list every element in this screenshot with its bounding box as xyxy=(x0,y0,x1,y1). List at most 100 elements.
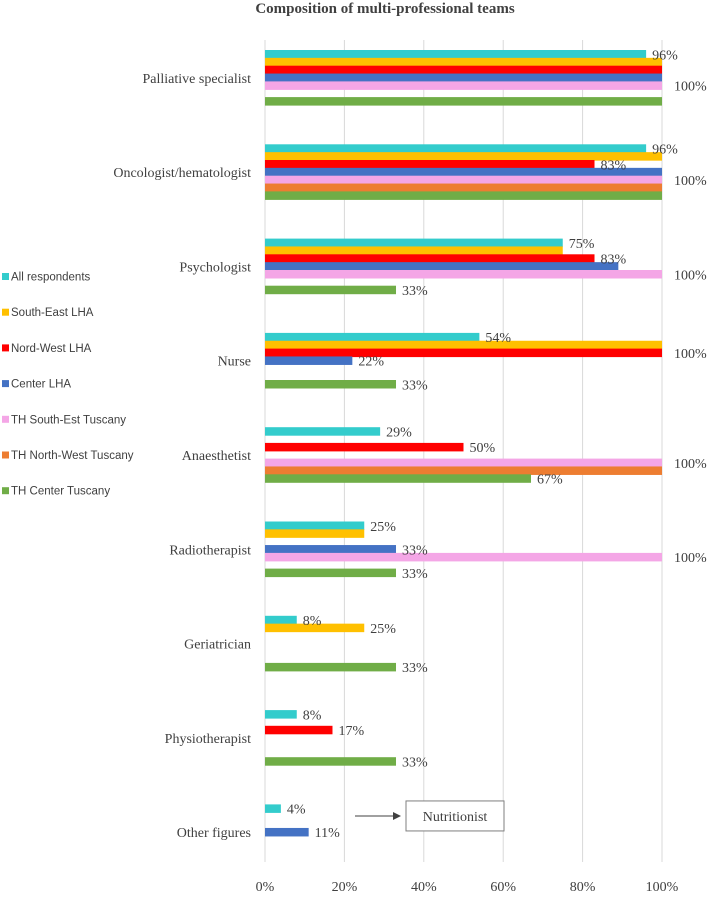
bar xyxy=(265,246,563,255)
data-label: 83% xyxy=(601,253,627,268)
legend-swatch xyxy=(2,451,9,459)
data-label: 4% xyxy=(287,803,306,818)
annotation: Nutritionist xyxy=(355,800,505,832)
bar xyxy=(265,710,297,719)
data-label: 83% xyxy=(601,158,627,173)
bar xyxy=(265,474,531,483)
bar xyxy=(265,725,333,735)
x-tick-label: 100% xyxy=(646,880,679,895)
data-label: 25% xyxy=(370,520,396,535)
bar xyxy=(265,183,662,193)
data-label: 100% xyxy=(674,347,707,362)
data-label: 100% xyxy=(674,80,707,95)
bar xyxy=(265,262,619,271)
data-label: 100% xyxy=(674,268,707,283)
annotation-box xyxy=(405,800,505,832)
data-label: 8% xyxy=(303,614,322,629)
bar xyxy=(265,97,662,106)
legend-label: South-East LHA xyxy=(11,307,94,319)
x-tick-label: 0% xyxy=(256,880,275,895)
bar xyxy=(265,270,662,279)
data-label: 11% xyxy=(315,826,340,841)
bar xyxy=(265,254,595,263)
legend-swatch xyxy=(2,415,9,423)
data-label: 29% xyxy=(386,425,412,440)
data-label: 33% xyxy=(402,661,428,676)
bar xyxy=(265,144,647,153)
category-label: Other figures xyxy=(177,826,251,841)
bar xyxy=(265,568,397,578)
data-label: 96% xyxy=(652,48,678,63)
data-label: 100% xyxy=(674,551,707,566)
data-label: 100% xyxy=(674,174,707,189)
data-label: 33% xyxy=(402,378,428,393)
bar xyxy=(265,427,381,436)
legend: All respondents South-East LHA Nord-West L… xyxy=(2,272,134,498)
bar xyxy=(265,160,595,169)
bar xyxy=(265,332,480,342)
bar xyxy=(265,827,309,837)
bar xyxy=(265,348,662,358)
bar xyxy=(265,57,662,67)
legend-swatch xyxy=(2,273,9,280)
category-labels: Palliative specialist Oncologist/hematolo… xyxy=(113,72,251,841)
bar xyxy=(265,50,647,59)
bar xyxy=(265,65,662,75)
legend-label: All respondents xyxy=(11,272,91,284)
legend-swatch xyxy=(2,487,9,495)
category-label: Physiotherapist xyxy=(165,732,251,747)
chart-title: Composition of multi-professional teams xyxy=(255,1,514,17)
x-tick-label: 20% xyxy=(332,880,358,895)
x-tick-label: 40% xyxy=(411,880,437,895)
legend-label: TH North-West Tuscany xyxy=(11,450,134,462)
category-label: Psychologist xyxy=(179,260,251,275)
x-tick-label: 60% xyxy=(490,880,516,895)
bar xyxy=(265,757,397,766)
bar xyxy=(265,804,281,813)
bar xyxy=(265,152,662,161)
data-label: 22% xyxy=(358,355,384,370)
bar xyxy=(265,615,297,625)
bar xyxy=(265,466,662,475)
bar xyxy=(265,529,365,538)
data-label: 33% xyxy=(402,284,428,299)
bar xyxy=(265,191,662,200)
bar xyxy=(265,81,662,90)
data-label: 50% xyxy=(470,441,496,456)
data-label: 67% xyxy=(537,473,563,488)
data-label: 100% xyxy=(674,457,707,472)
bar xyxy=(265,623,365,633)
data-labels: 96% 100% 96% 83% 100% 75% 83% 100% 33% 54% 100% 22%… xyxy=(287,48,707,841)
data-label: 96% xyxy=(652,143,678,158)
data-label: 75% xyxy=(569,237,595,252)
category-label: Geriatrician xyxy=(184,638,251,653)
category-label: Palliative specialist xyxy=(143,72,252,87)
data-label: 17% xyxy=(338,724,364,739)
bar xyxy=(265,552,662,562)
legend-label: TH Center Tuscany xyxy=(11,486,110,498)
bar xyxy=(265,662,397,672)
x-tick-label: 80% xyxy=(570,880,596,895)
bar xyxy=(265,545,397,554)
bar xyxy=(265,442,464,452)
legend-label: TH South-Est Tuscany xyxy=(11,414,126,426)
bars xyxy=(265,50,662,837)
data-label: 33% xyxy=(402,543,428,558)
bar xyxy=(265,238,563,248)
legend-swatch xyxy=(2,308,9,316)
category-label: Radiotherapist xyxy=(169,543,251,558)
bar xyxy=(265,356,353,365)
bar xyxy=(265,380,397,389)
data-label: 33% xyxy=(402,567,428,582)
data-label: 33% xyxy=(402,755,428,770)
bar xyxy=(265,521,365,530)
bar xyxy=(265,340,662,350)
data-label: 8% xyxy=(303,708,322,723)
bar xyxy=(265,285,397,295)
legend-swatch xyxy=(2,344,9,352)
legend-swatch xyxy=(2,380,9,388)
bar xyxy=(265,73,662,83)
annotation-text: Nutritionist xyxy=(423,810,488,825)
category-label: Oncologist/hematologist xyxy=(113,166,251,181)
